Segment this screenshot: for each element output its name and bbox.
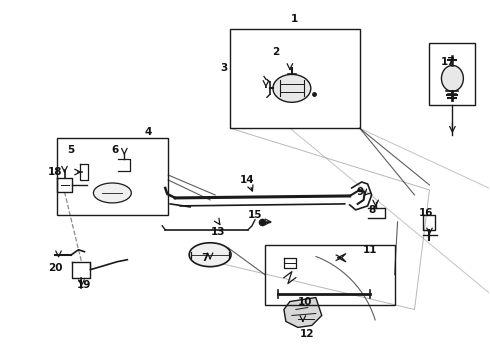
Ellipse shape [94, 183, 131, 203]
Text: 3: 3 [220, 63, 228, 73]
Text: 16: 16 [419, 208, 434, 218]
Text: 11: 11 [363, 245, 377, 255]
Text: 18: 18 [49, 167, 63, 177]
Text: 12: 12 [299, 329, 314, 339]
Ellipse shape [273, 75, 311, 102]
Text: 15: 15 [248, 210, 262, 220]
Polygon shape [284, 298, 322, 328]
Text: 17: 17 [441, 58, 456, 67]
Text: 10: 10 [297, 297, 312, 306]
Text: 19: 19 [77, 280, 92, 289]
Bar [230, 28, 360, 128]
Text: 4: 4 [145, 127, 152, 137]
Bar [429, 42, 475, 105]
Text: 7: 7 [201, 253, 209, 263]
Text: 9: 9 [356, 187, 363, 197]
Text: 1: 1 [291, 14, 298, 24]
Text: 6: 6 [112, 145, 119, 155]
Text: 8: 8 [368, 205, 375, 215]
Bar [56, 138, 168, 215]
Text: 13: 13 [211, 227, 225, 237]
Ellipse shape [189, 243, 231, 267]
Text: 5: 5 [67, 145, 74, 155]
Bar [265, 245, 394, 305]
Text: 2: 2 [272, 48, 279, 58]
Text: 20: 20 [49, 263, 63, 273]
Ellipse shape [441, 66, 464, 91]
Text: 14: 14 [240, 175, 254, 185]
